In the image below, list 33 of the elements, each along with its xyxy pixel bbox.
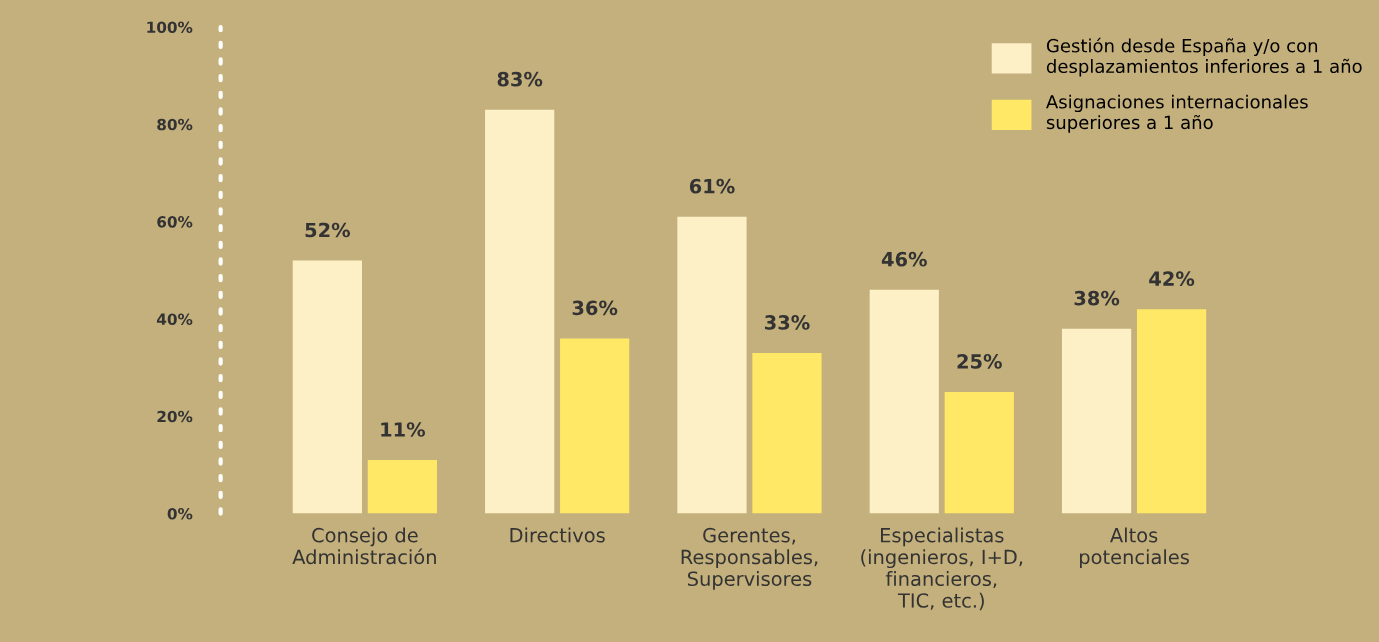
y-tick-label: 40%	[156, 313, 193, 325]
y-tick-label: 60%	[157, 216, 193, 228]
y-tick-label: 100%	[147, 21, 193, 33]
x-tick-label: Consejo de Administración	[292, 527, 436, 565]
legend-label: Gestión desde España y/o con desplazamientos inferiores a 1 año	[1046, 37, 1362, 77]
bar	[367, 460, 437, 514]
data-label: 61%	[689, 178, 735, 194]
data-label: 83%	[497, 71, 543, 87]
legend-label: Asignaciones internacionales superiores a 1 año	[1046, 94, 1308, 133]
bar	[1061, 328, 1132, 514]
data-label: 33%	[765, 315, 810, 330]
bar	[1136, 309, 1207, 514]
bar	[677, 216, 747, 514]
bar	[752, 353, 822, 514]
data-label: 36%	[572, 300, 618, 316]
x-tick-label: Directivos	[510, 527, 605, 543]
data-label: 38%	[1074, 290, 1120, 306]
bar	[944, 391, 1014, 514]
data-label: 46%	[881, 251, 927, 267]
data-label: 11%	[381, 422, 426, 437]
x-tick-label: Especialistas (ingenieros, I+D, financieros, TIC, etc.)	[861, 527, 1023, 611]
y-tick-label: 20%	[157, 410, 193, 423]
bar	[292, 260, 362, 514]
y-tick-label: 80%	[157, 118, 193, 131]
x-tick-label: Gerentes, Responsables, Supervisores	[681, 527, 818, 590]
bar	[869, 289, 939, 514]
bar	[560, 338, 630, 514]
data-label: 25%	[957, 354, 1002, 369]
y-tick-label: 0%	[167, 508, 193, 520]
data-label: 42%	[1149, 271, 1195, 286]
data-label: 52%	[305, 222, 351, 238]
bar	[485, 109, 555, 514]
x-tick-label: Altos potenciales	[1080, 527, 1189, 569]
